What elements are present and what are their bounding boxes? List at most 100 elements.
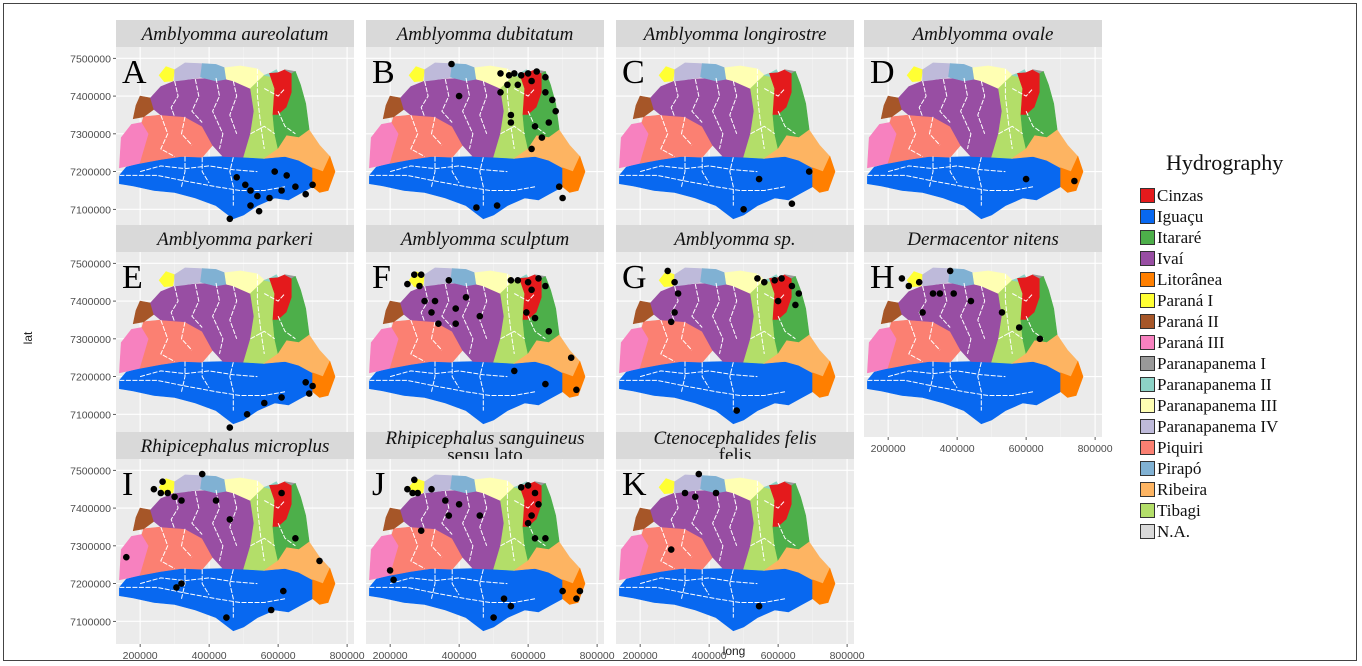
subbasin-boundary [887,165,1006,173]
subbasin-boundary [229,492,238,546]
legend-swatch [1140,398,1155,413]
occurrence-point [462,294,470,301]
panel-letter: G [622,259,647,296]
subbasin-boundary [887,370,1006,378]
occurrence-point [255,207,263,215]
y-tick-label: 7300000 [70,541,111,553]
occurrence-point [390,576,397,584]
subbasin-boundary [229,80,238,134]
occurrence-point [476,312,484,320]
subbasin-boundary [277,315,296,340]
x-tick-label: 400000 [940,443,975,455]
facet-strip-label: Amblyomma sp. [672,229,795,250]
occurrence-point [266,194,273,202]
subbasin-boundary [229,569,234,618]
occurrence-point [247,187,254,194]
subbasin-boundary [277,522,296,547]
basin-map [119,62,336,220]
legend-item-pirap: Pirapó [1140,458,1355,479]
subbasin-boundary [691,490,703,535]
occurrence-point [576,587,584,595]
occurrence-point [173,584,180,591]
subbasin-boundary [430,321,443,351]
subbasin-boundary [1004,273,1013,354]
occurrence-point [455,92,463,100]
occurrence-point [261,399,268,407]
occurrence-point [555,183,563,190]
basin-litor-nea [1060,155,1084,193]
subbasin-boundary [180,321,193,351]
occurrence-point [243,411,251,418]
basin-map [619,62,836,220]
occurrence-point [535,501,542,508]
subbasin-boundary [212,489,224,562]
subbasin-boundary [256,273,265,354]
subbasin-boundary [639,165,758,173]
occurrence-point [511,70,518,77]
subbasin-boundary [264,500,286,509]
legend-swatch [1140,377,1155,392]
occurrence-point [316,557,323,565]
occurrence-point [531,314,539,322]
occurrence-point [795,290,803,297]
panel-f-amblyomma-sculptum: Amblyomma sculptum F [366,225,604,437]
occurrence-point [309,382,316,390]
facet-strip-label: Amblyomma dubitatum [395,24,574,45]
subbasin-boundary [160,114,175,157]
occurrence-point [500,595,508,602]
subbasin-boundary [451,569,460,596]
subbasin-boundary [369,379,536,396]
occurrence-point [411,476,418,484]
subbasin-boundary [462,77,474,150]
subbasin-boundary [160,526,175,569]
occurrence-point [226,424,234,431]
subbasin-boundary [939,78,951,123]
subbasin-boundary [256,68,265,149]
subbasin-boundary [139,577,258,585]
occurrence-point [761,278,768,286]
occurrence-point [278,394,285,401]
y-tick-label: 7300000 [70,129,111,141]
legend-swatch [1140,251,1155,266]
occurrence-point [431,297,439,305]
x-tick-label: 800000 [330,650,365,662]
subbasin-boundary [420,285,429,322]
y-tick-label: 7200000 [70,167,111,179]
occurrence-point [567,354,575,362]
occurrence-point [416,282,423,290]
legend-item-paranapanema-iv: Paranapanema IV [1140,416,1355,437]
occurrence-point [740,206,747,213]
occurrence-point [178,580,185,587]
subbasin-boundary [1012,293,1034,302]
basin-litor-nea [1060,360,1084,398]
subbasin-boundary [420,492,429,529]
occurrence-point [1015,324,1023,331]
legend-label: N.A. [1157,521,1191,541]
occurrence-point [674,290,682,297]
legend-item-igua-u: Iguaçu [1140,206,1355,227]
basin-map [119,474,336,632]
subbasin-boundary [928,321,941,351]
subbasin-boundary [764,500,786,509]
panel-letter: K [622,466,647,503]
occurrence-point [171,493,178,501]
subbasin-boundary [750,125,775,135]
facet-strip-label: Amblyomma aureolatum [140,24,329,45]
legend-label: Paraná II [1157,311,1219,331]
occurrence-point [511,367,518,375]
subbasin-boundary [918,285,927,322]
occurrence-point [771,277,778,284]
occurrence-point [517,72,525,79]
x-tick-label: 600000 [511,650,546,662]
facet-strip [366,225,604,252]
subbasin-boundary [264,88,286,97]
occurrence-point [278,187,285,194]
occurrence-point [490,614,497,621]
x-tick-label: 600000 [761,650,796,662]
facet-strip-label: Amblyomma ovale [911,24,1054,45]
subbasin-boundary [977,80,986,134]
x-tick-label: 800000 [580,650,615,662]
facet-strip [116,20,354,47]
legend-label: Itararé [1157,227,1202,247]
subbasin-boundary [431,156,436,187]
